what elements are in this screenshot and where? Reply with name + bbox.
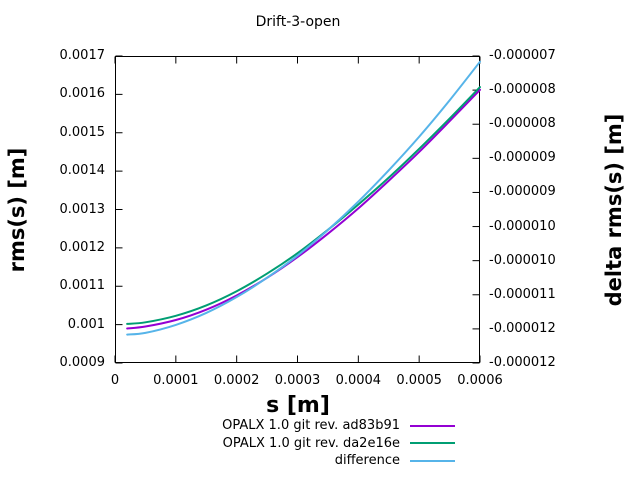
legend-item: OPALX 1.0 git rev. ad83b91 [150, 417, 455, 435]
x-tick-label: 0.0005 [396, 373, 442, 388]
y-tick-label: 0.0013 [59, 201, 106, 217]
y-tick-label: 0.0012 [59, 239, 106, 255]
y2-tick-label: -0.000010 [489, 218, 556, 234]
legend-label: OPALX 1.0 git rev. da2e16e [222, 435, 400, 451]
legend-item: OPALX 1.0 git rev. da2e16e [150, 435, 455, 453]
y-tick-label: 0.0011 [59, 278, 106, 294]
legend-item: difference [150, 452, 455, 470]
y2-tick-label: -0.000012 [489, 355, 556, 370]
y2-tick-label: -0.000008 [489, 116, 556, 132]
legend-line-swatch [410, 424, 455, 427]
y2-tick-label: -0.000007 [489, 48, 556, 63]
x-tick-label: 0.0006 [457, 373, 503, 388]
series-line-2 [126, 60, 481, 336]
y-tick-label: 0.0015 [59, 124, 106, 140]
y-tick-label: 0.0017 [59, 48, 106, 63]
legend-line-swatch [410, 442, 455, 445]
y2-tick-label: -0.000009 [489, 150, 556, 166]
legend-label: difference [334, 453, 400, 469]
x-tick-label: 0 [110, 373, 120, 388]
legend: OPALX 1.0 git rev. ad83b91 OPALX 1.0 git… [150, 417, 455, 470]
y2-tick-label: -0.000012 [489, 320, 556, 336]
y2-tick-label: -0.000008 [489, 82, 556, 98]
chart-title: Drift-3-open [255, 14, 341, 30]
x-tick-label: 0.0002 [213, 373, 260, 388]
y-tick-label: 0.001 [67, 316, 105, 332]
x-tick-label: 0.0003 [274, 373, 321, 388]
series-line-1 [126, 86, 481, 325]
y2-tick-label: -0.000011 [489, 286, 556, 302]
series-line-0 [126, 88, 481, 330]
legend-line-swatch [410, 459, 455, 462]
y-tick-label: 0.0014 [59, 163, 106, 179]
y2-tick-label: -0.000009 [489, 184, 556, 200]
legend-label: OPALX 1.0 git rev. ad83b91 [222, 418, 400, 434]
y2-tick-label: -0.000010 [489, 252, 556, 268]
x-axis-label: s [m] [266, 393, 330, 418]
y-tick-label: 0.0016 [59, 86, 106, 102]
y-tick-label: 0.0009 [59, 355, 106, 370]
x-tick-label: 0.0001 [153, 373, 199, 388]
x-tick-label: 0.0004 [335, 373, 382, 388]
